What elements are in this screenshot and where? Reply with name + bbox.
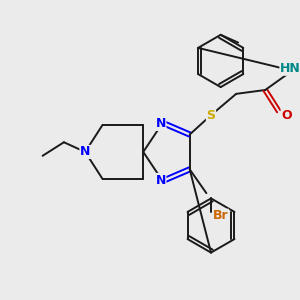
Text: N: N	[155, 173, 166, 187]
Text: N: N	[80, 146, 90, 158]
Text: S: S	[206, 109, 215, 122]
Text: N: N	[155, 117, 166, 130]
Text: Br: Br	[213, 209, 229, 222]
Text: HN: HN	[280, 62, 300, 75]
Text: O: O	[281, 109, 292, 122]
